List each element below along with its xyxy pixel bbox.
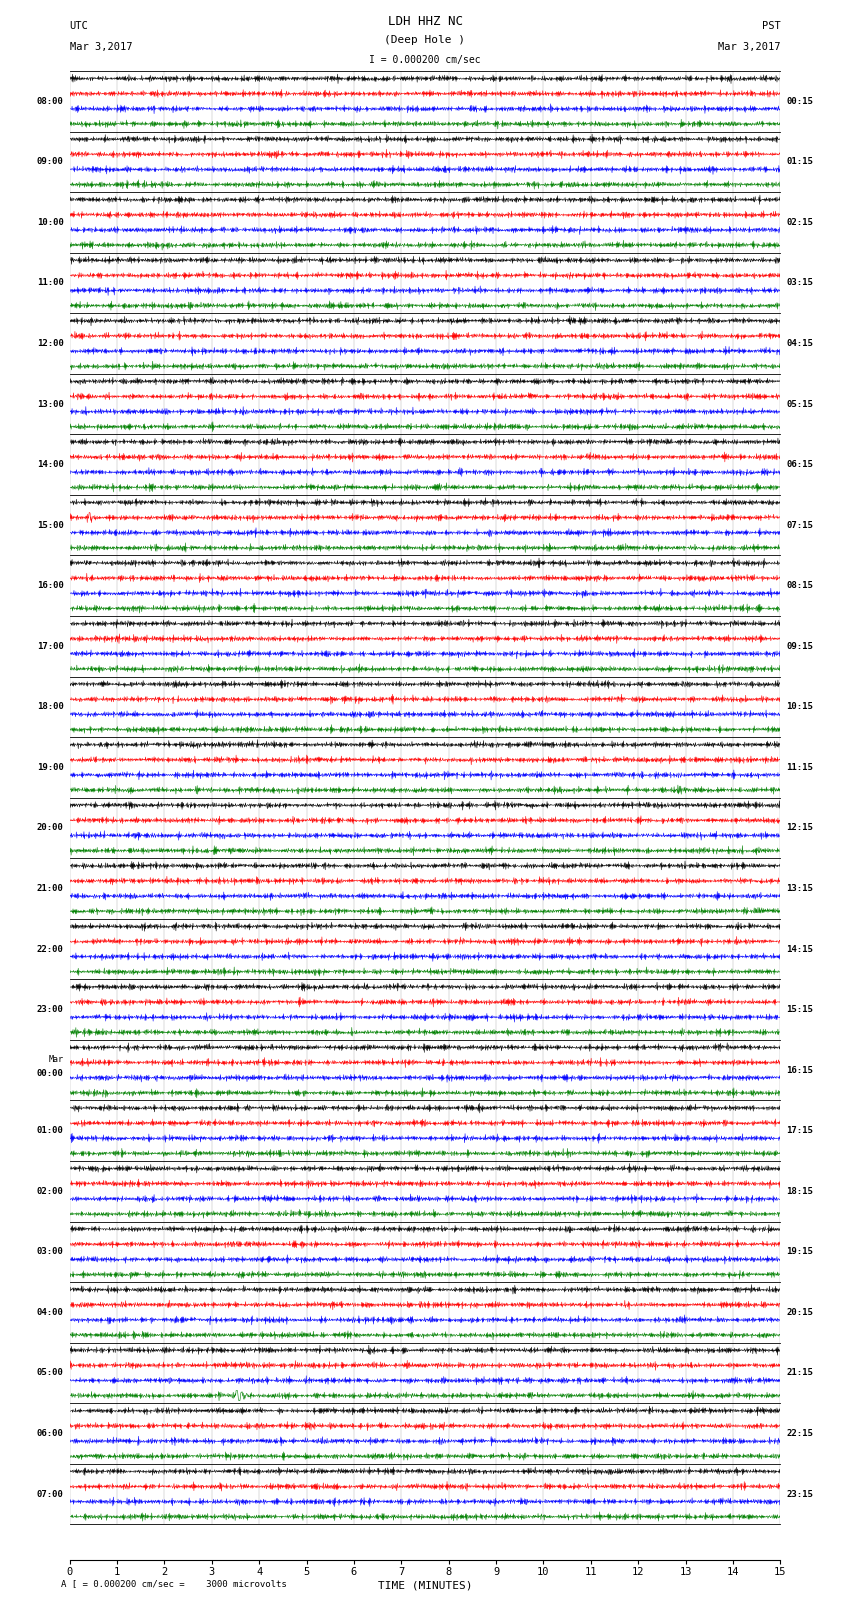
Text: 07:15: 07:15 (786, 521, 813, 529)
Text: 02:00: 02:00 (37, 1187, 64, 1195)
Text: 16:00: 16:00 (37, 581, 64, 590)
Text: 23:00: 23:00 (37, 1005, 64, 1015)
Text: 14:15: 14:15 (786, 945, 813, 953)
Text: Mar: Mar (48, 1055, 64, 1063)
Text: 18:00: 18:00 (37, 702, 64, 711)
Text: 00:00: 00:00 (37, 1069, 64, 1077)
Text: 16:15: 16:15 (786, 1066, 813, 1074)
Text: (Deep Hole ): (Deep Hole ) (384, 35, 466, 45)
Text: 06:00: 06:00 (37, 1429, 64, 1437)
Text: 08:00: 08:00 (37, 97, 64, 106)
Text: 01:00: 01:00 (37, 1126, 64, 1136)
Text: 06:15: 06:15 (786, 460, 813, 469)
Text: I = 0.000200 cm/sec: I = 0.000200 cm/sec (369, 55, 481, 65)
Text: 09:00: 09:00 (37, 158, 64, 166)
Text: 09:15: 09:15 (786, 642, 813, 650)
Text: 02:15: 02:15 (786, 218, 813, 227)
Text: 03:15: 03:15 (786, 279, 813, 287)
Text: 15:00: 15:00 (37, 521, 64, 529)
Text: 01:15: 01:15 (786, 158, 813, 166)
Text: 23:15: 23:15 (786, 1489, 813, 1498)
Text: 13:00: 13:00 (37, 400, 64, 408)
Text: 20:00: 20:00 (37, 823, 64, 832)
Text: 18:15: 18:15 (786, 1187, 813, 1195)
Text: PST: PST (762, 21, 780, 31)
Text: 12:15: 12:15 (786, 823, 813, 832)
Text: UTC: UTC (70, 21, 88, 31)
Text: 03:00: 03:00 (37, 1247, 64, 1257)
Text: 05:00: 05:00 (37, 1368, 64, 1378)
Text: 05:15: 05:15 (786, 400, 813, 408)
Text: 17:15: 17:15 (786, 1126, 813, 1136)
Text: 10:15: 10:15 (786, 702, 813, 711)
Text: 13:15: 13:15 (786, 884, 813, 894)
Text: 11:00: 11:00 (37, 279, 64, 287)
Text: 21:00: 21:00 (37, 884, 64, 894)
X-axis label: TIME (MINUTES): TIME (MINUTES) (377, 1581, 473, 1590)
Text: 11:15: 11:15 (786, 763, 813, 773)
Text: 17:00: 17:00 (37, 642, 64, 650)
Text: 10:00: 10:00 (37, 218, 64, 227)
Text: Mar 3,2017: Mar 3,2017 (70, 42, 133, 52)
Text: 00:15: 00:15 (786, 97, 813, 106)
Text: 12:00: 12:00 (37, 339, 64, 348)
Text: 14:00: 14:00 (37, 460, 64, 469)
Text: 08:15: 08:15 (786, 581, 813, 590)
Text: 20:15: 20:15 (786, 1308, 813, 1316)
Text: LDH HHZ NC: LDH HHZ NC (388, 15, 462, 27)
Text: 22:00: 22:00 (37, 945, 64, 953)
Text: 22:15: 22:15 (786, 1429, 813, 1437)
Text: A [ = 0.000200 cm/sec =    3000 microvolts: A [ = 0.000200 cm/sec = 3000 microvolts (61, 1579, 287, 1589)
Text: 19:00: 19:00 (37, 763, 64, 773)
Text: 07:00: 07:00 (37, 1489, 64, 1498)
Text: Mar 3,2017: Mar 3,2017 (717, 42, 780, 52)
Text: 21:15: 21:15 (786, 1368, 813, 1378)
Text: 04:00: 04:00 (37, 1308, 64, 1316)
Text: 15:15: 15:15 (786, 1005, 813, 1015)
Text: 04:15: 04:15 (786, 339, 813, 348)
Text: 19:15: 19:15 (786, 1247, 813, 1257)
